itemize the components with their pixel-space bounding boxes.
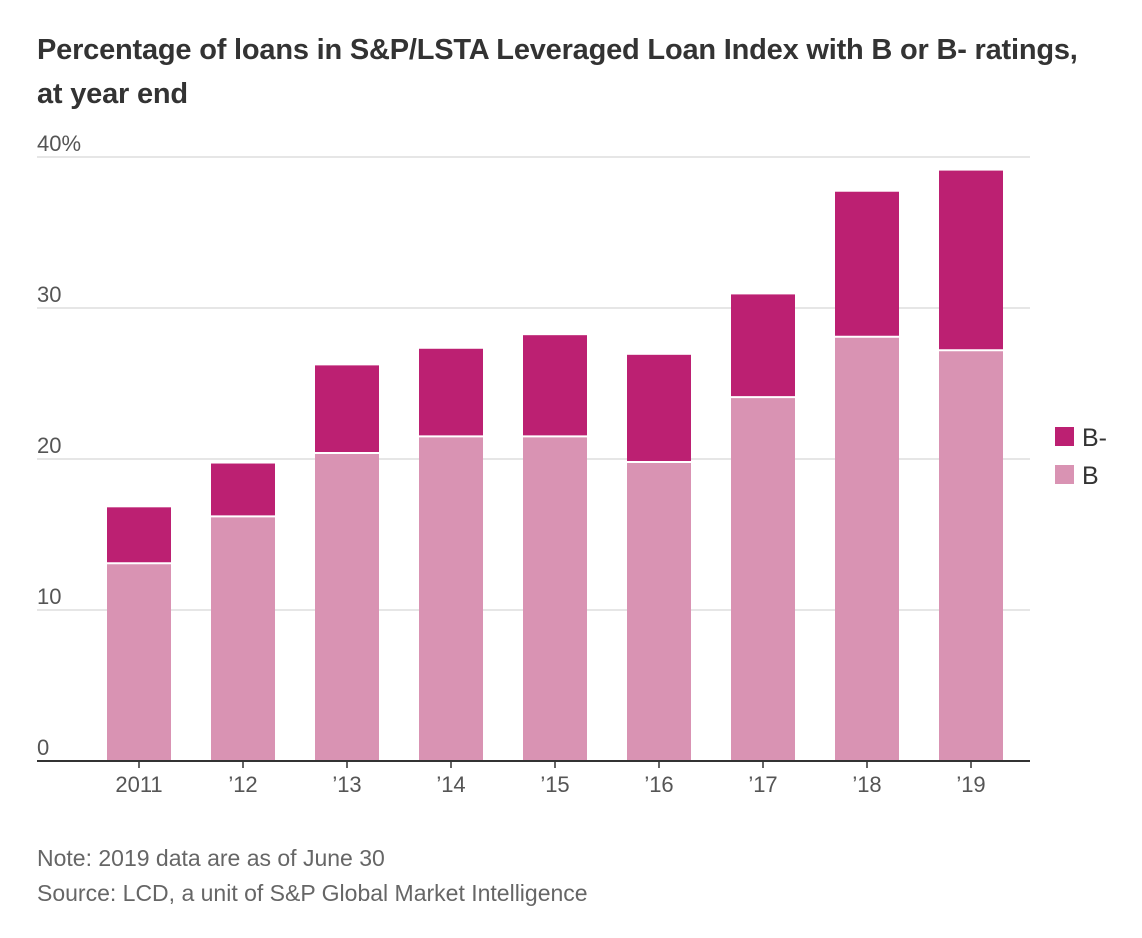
y-tick-label: 20 [37,433,61,458]
y-tick-label: 0 [37,735,49,760]
bar-segment-b [211,516,275,761]
bar-segment-b [419,436,483,761]
bars [107,170,1003,761]
x-tick-label: ’14 [436,772,465,797]
x-tick-label: ’17 [748,772,777,797]
bar-segment-b-minus [835,191,899,337]
y-axis-tick-labels: 0 10 20 30 40% [37,131,81,760]
x-tick-label: 2011 [115,772,162,797]
bar-segment-b-minus [315,365,379,453]
bar-segment-b-minus [419,348,483,437]
chart-note: Note: 2019 data are as of June 30 [37,845,385,871]
bar-segment-b-minus [731,294,795,398]
bar-segment-b [627,462,691,761]
x-tick-label: ’16 [644,772,673,797]
chart-title: Percentage of loans in S&P/LSTA Leverage… [37,34,1078,110]
x-tick-label: ’19 [956,772,985,797]
x-tick-label: ’15 [540,772,569,797]
x-tick-label: ’13 [332,772,361,797]
bar-segment-b-minus [211,463,275,517]
y-tick-label: 10 [37,584,61,609]
bar-segment-b [523,436,587,761]
bar-segment-b [731,397,795,761]
bar-segment-b-minus [107,507,171,564]
x-tick-label: ’18 [852,772,881,797]
bar-segment-b-minus [939,170,1003,351]
bar-segment-b [315,452,379,761]
chart-source: Source: LCD, a unit of S&P Global Market… [37,880,588,906]
bar-segment-b-minus [627,354,691,463]
y-tick-label: 30 [37,282,61,307]
legend-swatch-b [1055,465,1074,484]
legend: B- B [1055,424,1107,490]
legend-label-b-minus: B- [1082,424,1107,452]
bar-segment-b [939,350,1003,761]
x-axis-tick-labels: 2011 ’12 ’13 ’14 ’15 ’16 ’17 ’18 ’19 [115,761,986,797]
y-tick-label: 40% [37,131,81,156]
x-tick-label: ’12 [228,772,257,797]
bar-segment-b-minus [523,335,587,437]
legend-swatch-b-minus [1055,427,1074,446]
bar-segment-b [107,563,171,761]
bar-segment-b [835,336,899,761]
legend-label-b: B [1082,462,1099,490]
